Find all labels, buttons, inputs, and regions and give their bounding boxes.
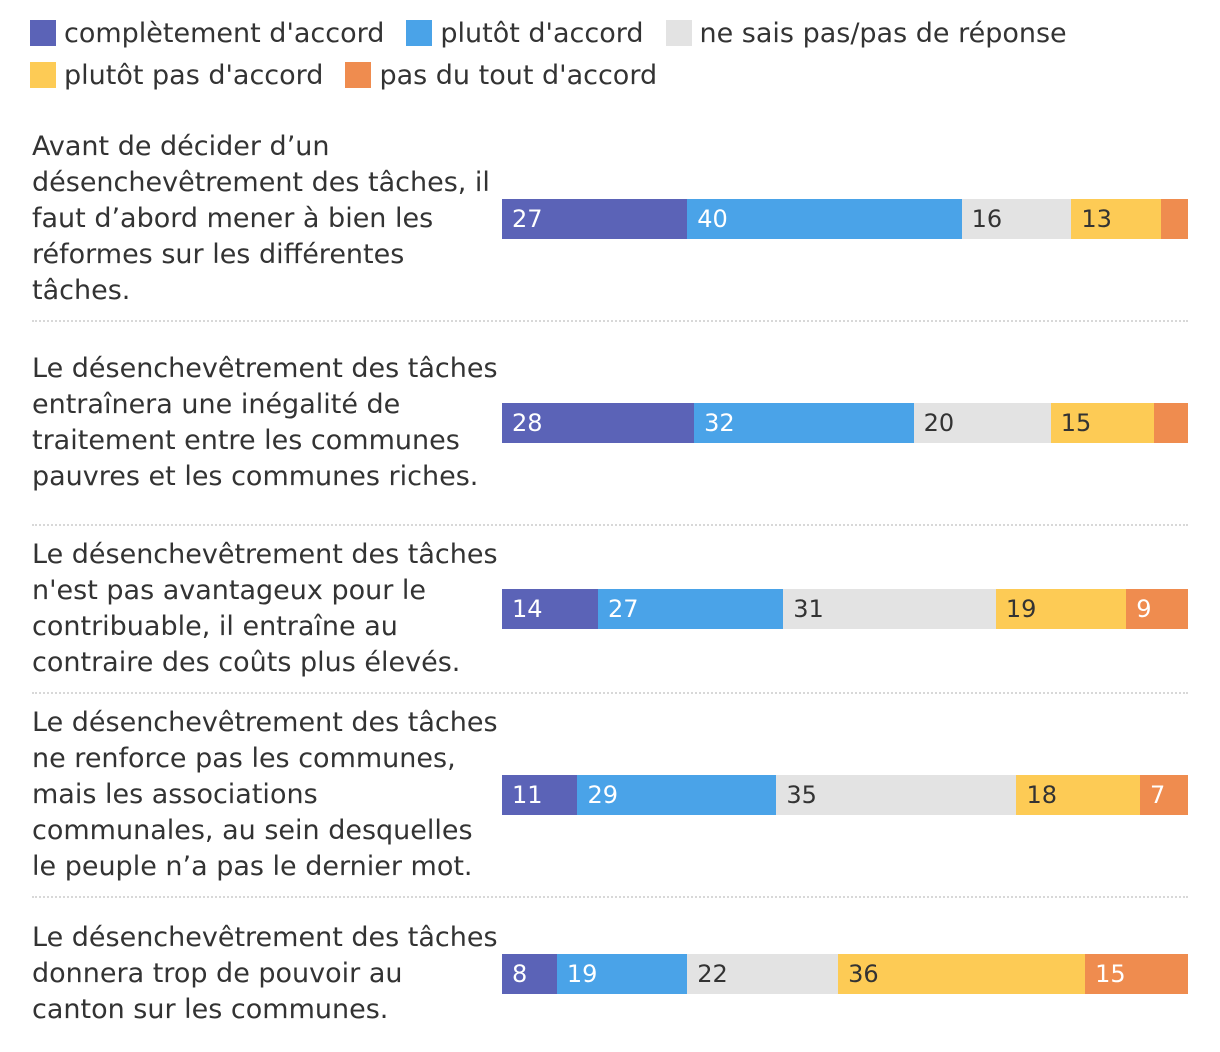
bar-segment: 28 (502, 403, 695, 443)
data-label: 35 (786, 781, 817, 809)
bar-segment: 16 (961, 199, 1072, 239)
legend-item-ne-sais-pas: ne sais pas/pas de réponse (665, 17, 1067, 49)
chart-rows: Avant de décider d’un désenchevêtrement … (32, 118, 1188, 1050)
legend-swatch (665, 20, 692, 46)
legend-row: plutôt pas d'accord pas du tout d'accord (30, 54, 1190, 96)
statement-label: Le désenchevêtrement des tâches entraîne… (32, 353, 498, 492)
data-label: 11 (512, 781, 543, 809)
chart-row: Le désenchevêtrement des tâches ne renfo… (32, 694, 1188, 898)
chart-row: Avant de décider d’un désenchevêtrement … (32, 118, 1188, 322)
data-label: 22 (697, 960, 728, 988)
legend-row: complètement d'accord plutôt d'accord ne… (30, 12, 1190, 54)
data-label: 27 (512, 205, 543, 233)
data-label: 7 (1149, 781, 1166, 809)
bar-segment: 7 (1139, 775, 1188, 815)
data-label: 9 (1136, 595, 1152, 623)
bar-segment: 15 (1050, 403, 1154, 443)
bar-segment: 31 (783, 589, 996, 629)
legend-label: pas du tout d'accord (379, 59, 658, 91)
bar-segment: 29 (577, 775, 777, 815)
data-label: 19 (566, 960, 598, 988)
data-label: 13 (1081, 205, 1112, 233)
bar-segment: 14 (502, 589, 599, 629)
legend-item-pas-du-tout-accord: pas du tout d'accord (345, 60, 657, 91)
data-label: 32 (704, 409, 735, 437)
bar-segment: 13 (1071, 199, 1161, 239)
bar-segment: 20 (913, 403, 1051, 443)
data-label: 14 (512, 595, 543, 623)
bar-segment: 27 (502, 199, 688, 239)
chart-row: Le désenchevêtrement des tâches entraîne… (32, 322, 1188, 526)
legend-swatch (406, 20, 433, 46)
data-label: 19 (1005, 595, 1037, 623)
data-label: 20 (923, 409, 955, 437)
data-label: 29 (587, 781, 618, 809)
bar-segment: 36 (838, 954, 1086, 994)
legend-swatch (30, 20, 56, 46)
stacked-bar: 8 19 22 36 15 (502, 954, 1188, 994)
data-label: 16 (971, 205, 1003, 233)
data-label: 40 (697, 205, 728, 233)
stacked-bar: 11 29 35 18 7 (502, 775, 1188, 815)
bar-segment: 9 (1126, 589, 1188, 629)
stacked-bar: 27 40 16 13 (502, 199, 1188, 239)
bar-segment: 8 (502, 954, 557, 994)
stacked-bar: 14 27 31 19 9 (502, 589, 1188, 629)
bar-segment (1160, 199, 1188, 239)
stacked-bar: 28 32 20 15 (502, 403, 1188, 443)
legend-label: ne sais pas/pas de réponse (699, 17, 1067, 49)
bar-segment: 32 (694, 403, 914, 443)
statement-label: Le désenchevêtrement des tâches n'est pa… (32, 539, 498, 678)
legend-item-plutot-accord: plutôt d'accord (406, 17, 644, 49)
data-label: 15 (1095, 960, 1126, 988)
legend-label: plutôt d'accord (440, 17, 644, 49)
legend-item-plutot-pas-accord: plutôt pas d'accord (30, 60, 323, 91)
bar-segment: 11 (502, 775, 578, 815)
bar-segment: 15 (1085, 954, 1188, 994)
data-label: 28 (512, 409, 543, 437)
bar-segment: 22 (687, 954, 839, 994)
statement-label: Le désenchevêtrement des tâches donnera … (32, 922, 498, 1025)
legend-label: complètement d'accord (64, 17, 385, 49)
legend-label: plutôt pas d'accord (64, 59, 324, 91)
legend-swatch (345, 62, 372, 88)
data-label: 36 (848, 960, 879, 988)
data-label: 8 (512, 960, 528, 988)
bar-segment: 18 (1016, 775, 1140, 815)
chart-row: Le désenchevêtrement des tâches n'est pa… (32, 526, 1188, 694)
bar-segment: 35 (776, 775, 1017, 815)
legend: complètement d'accord plutôt d'accord ne… (30, 12, 1190, 96)
data-label: 31 (793, 595, 824, 623)
legend-swatch (30, 62, 56, 88)
data-label: 18 (1026, 781, 1058, 809)
bar-segment: 19 (556, 954, 688, 994)
bar-segment: 40 (687, 199, 962, 239)
bar-segment (1153, 403, 1188, 443)
chart-row: Le désenchevêtrement des tâches donnera … (32, 898, 1188, 1050)
legend-item-completement-accord: complètement d'accord (30, 18, 384, 49)
bar-segment: 27 (598, 589, 784, 629)
bar-segment: 19 (995, 589, 1127, 629)
statement-label: Le désenchevêtrement des tâches ne renfo… (32, 707, 498, 882)
statement-label: Avant de décider d’un désenchevêtrement … (32, 131, 490, 306)
data-label: 27 (608, 595, 639, 623)
data-label: 15 (1060, 409, 1092, 437)
